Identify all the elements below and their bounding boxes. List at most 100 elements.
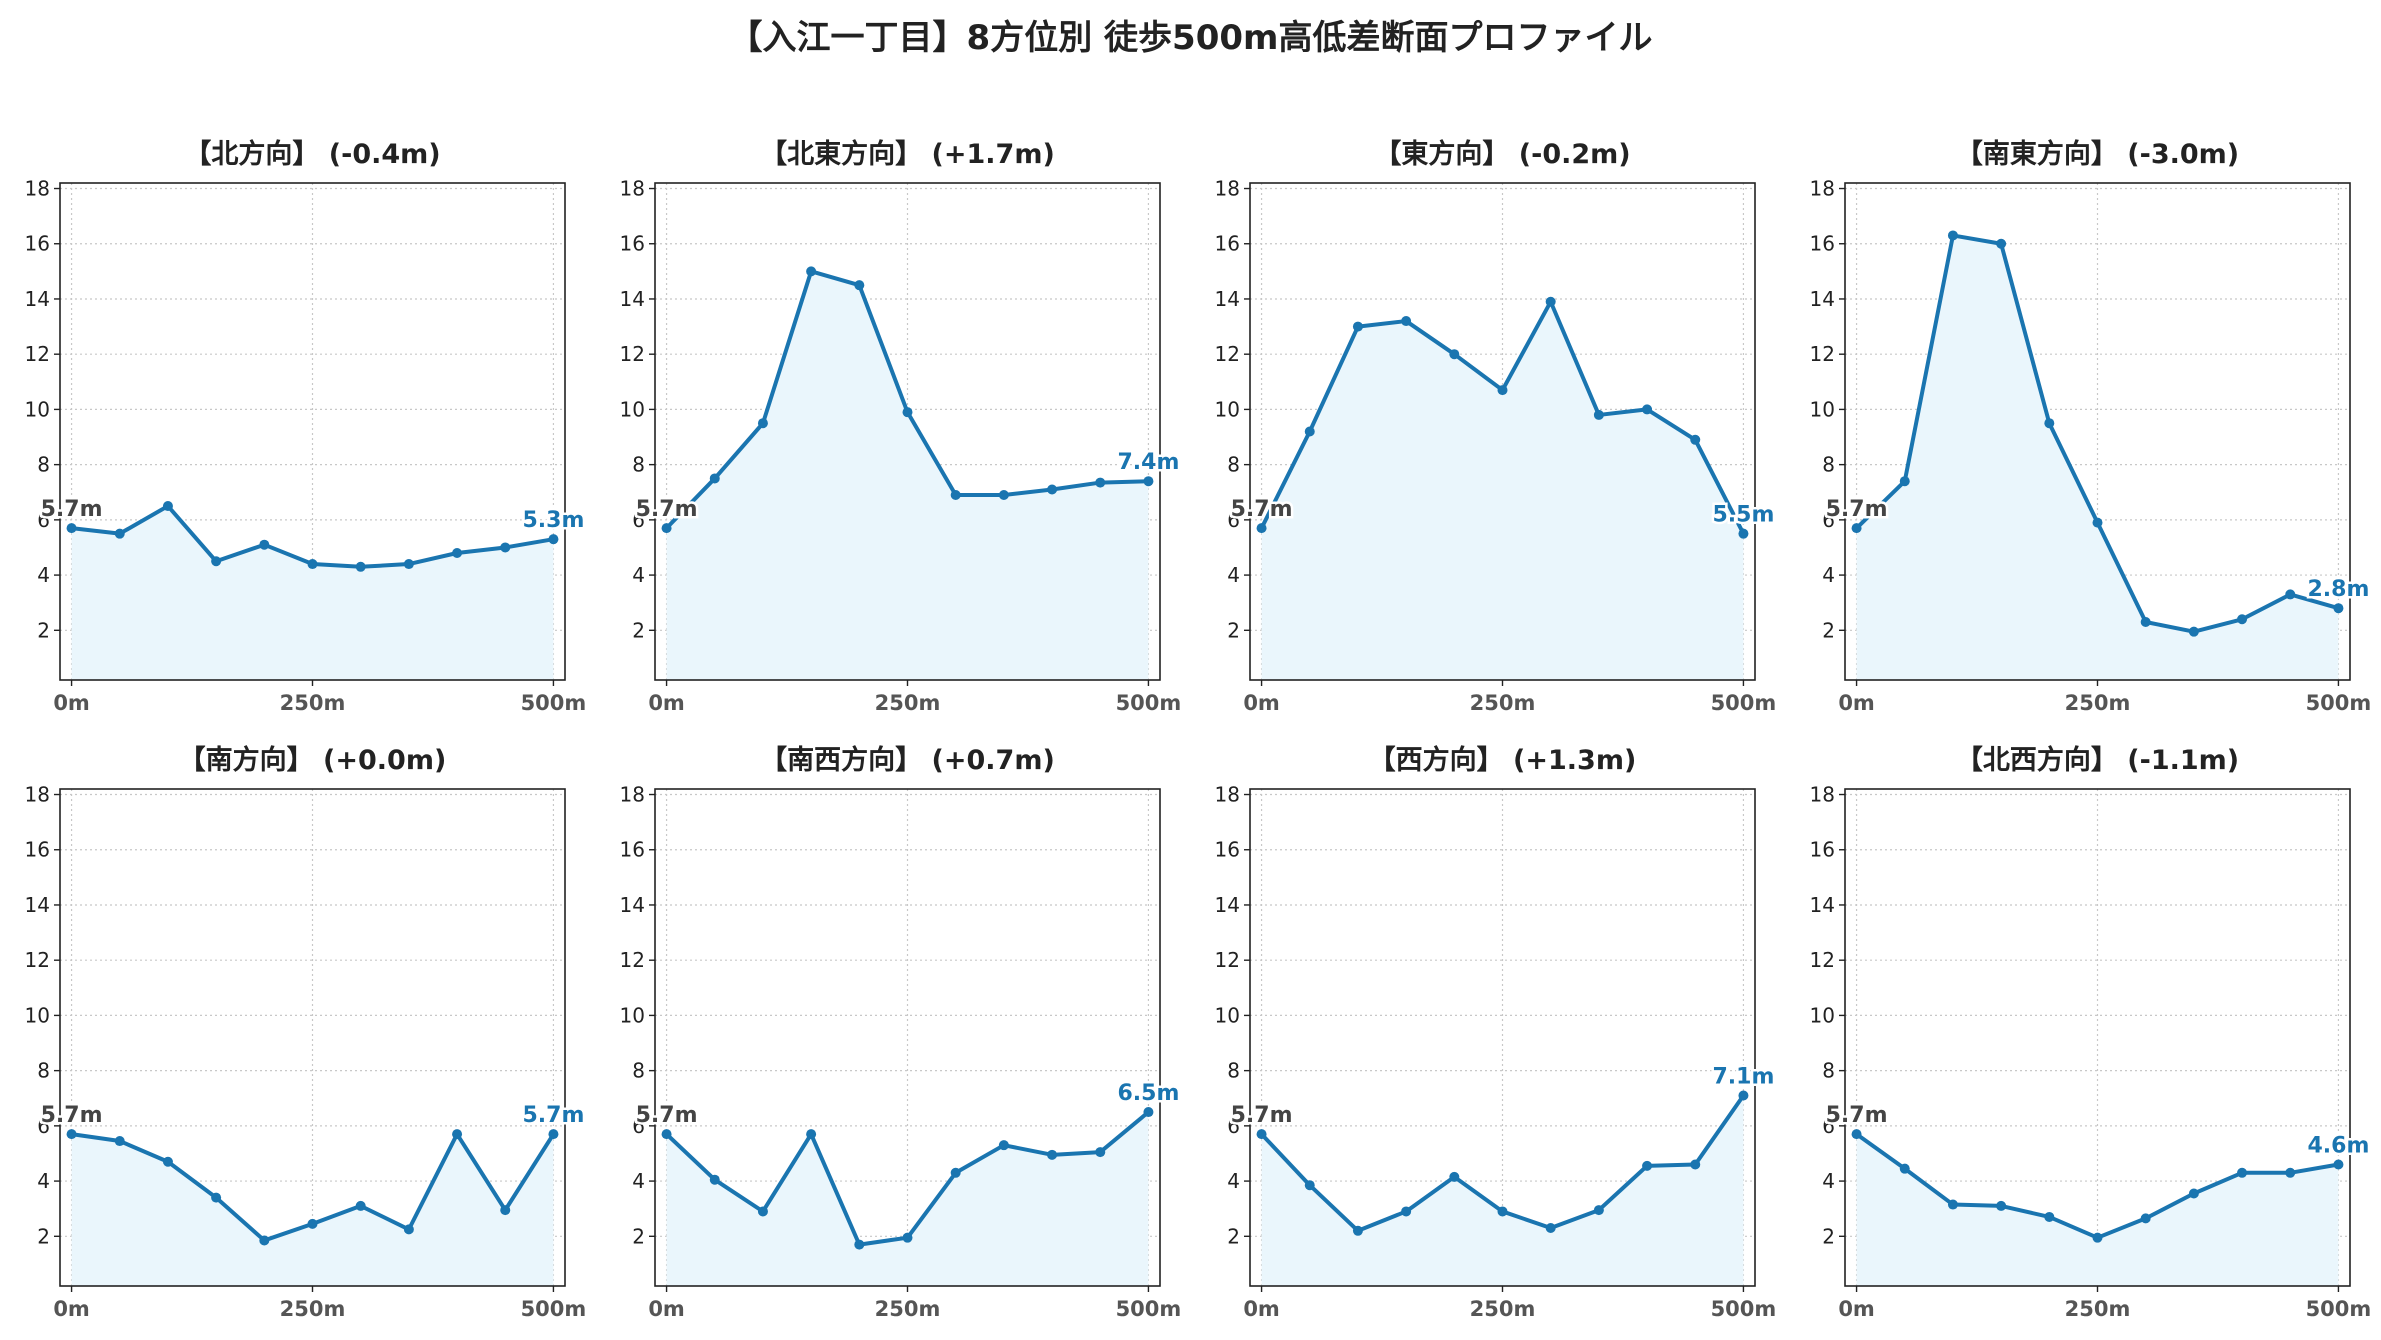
data-point	[1899, 476, 1910, 487]
end-elevation-label: 7.1m	[1712, 1064, 1774, 1089]
data-point	[1738, 1090, 1749, 1101]
data-point	[1352, 1225, 1363, 1236]
data-point	[1401, 1206, 1412, 1217]
area-fill	[666, 1112, 1149, 1286]
area-fill	[1261, 301, 1744, 680]
data-point	[500, 542, 511, 553]
data-point	[2092, 1232, 2103, 1243]
profile-panel-4: 【南方向】 (+0.0m) 2 4 6 8 10 12 14 16 18 0m 250m 500m 5.7…	[25, 744, 587, 1321]
y-tick-label: 12	[620, 342, 645, 366]
y-tick-label: 18	[25, 177, 50, 201]
x-tick-label: 0m	[1243, 691, 1280, 715]
data-point	[259, 1235, 270, 1246]
y-tick-label: 2	[1822, 1224, 1835, 1248]
y-tick-label: 18	[1215, 177, 1240, 201]
y-tick-label: 2	[1227, 618, 1240, 642]
data-point	[114, 528, 125, 539]
y-tick-label: 8	[1227, 1059, 1240, 1083]
data-point	[1642, 1160, 1653, 1171]
y-tick-label: 6	[1822, 508, 1835, 532]
data-point	[66, 523, 77, 534]
end-elevation-label: 6.5m	[1117, 1081, 1179, 1106]
data-point	[1545, 1223, 1556, 1234]
x-tick-label: 0m	[648, 1297, 685, 1321]
data-point	[307, 1218, 318, 1229]
y-tick-label: 18	[25, 783, 50, 807]
data-point	[806, 1129, 817, 1140]
y-tick-label: 14	[620, 287, 645, 311]
y-tick-label: 12	[1215, 342, 1240, 366]
start-elevation-label: 5.7m	[636, 497, 698, 522]
y-tick-label: 4	[632, 1169, 645, 1193]
y-tick-label: 2	[37, 618, 50, 642]
y-tick-label: 12	[1215, 948, 1240, 972]
y-tick-label: 2	[1227, 1224, 1240, 1248]
y-tick-label: 6	[1227, 1114, 1240, 1138]
x-tick-label: 250m	[875, 1297, 941, 1321]
start-elevation-label: 5.7m	[41, 497, 103, 522]
y-tick-label: 16	[25, 232, 50, 256]
start-elevation-label: 5.7m	[1231, 497, 1293, 522]
x-tick-label: 500m	[521, 1297, 587, 1321]
data-point	[403, 559, 414, 570]
data-point	[709, 1174, 720, 1185]
data-point	[1095, 1147, 1106, 1158]
end-elevation-label: 5.3m	[522, 508, 584, 533]
data-point	[1851, 523, 1862, 534]
data-point	[452, 547, 463, 558]
data-point	[66, 1129, 77, 1140]
y-tick-label: 10	[1810, 1003, 1835, 1027]
x-tick-label: 250m	[875, 691, 941, 715]
y-tick-label: 14	[1215, 287, 1240, 311]
data-point	[1449, 349, 1460, 360]
x-tick-label: 0m	[53, 1297, 90, 1321]
panel-title: 【南西方向】 (+0.7m)	[760, 744, 1055, 776]
y-tick-label: 14	[1215, 893, 1240, 917]
y-tick-label: 14	[620, 893, 645, 917]
data-point	[2044, 418, 2055, 429]
data-point	[2044, 1211, 2055, 1222]
data-point	[1947, 230, 1958, 241]
page-title: 【入江一丁目】8方位別 徒歩500m高低差断面プロファイル	[728, 18, 1653, 58]
data-point	[661, 1129, 672, 1140]
x-tick-label: 250m	[2065, 691, 2131, 715]
area-fill	[666, 271, 1149, 680]
data-point	[452, 1129, 463, 1140]
y-tick-label: 6	[37, 1114, 50, 1138]
data-point	[1304, 1180, 1315, 1191]
x-tick-label: 500m	[2306, 691, 2372, 715]
y-tick-label: 4	[1822, 1169, 1835, 1193]
profile-panel-3: 【南東方向】 (-3.0m) 2 4 6 8 10 12 14 16 18 0m 250m 500m 5.…	[1810, 138, 2372, 715]
data-point	[403, 1224, 414, 1235]
x-tick-label: 250m	[280, 691, 346, 715]
end-elevation-label: 5.7m	[522, 1103, 584, 1128]
data-point	[1304, 426, 1315, 437]
y-tick-label: 6	[37, 508, 50, 532]
y-tick-label: 10	[620, 397, 645, 421]
y-tick-label: 10	[1215, 397, 1240, 421]
y-tick-label: 14	[25, 893, 50, 917]
data-point	[1996, 238, 2007, 249]
end-elevation-label: 2.8m	[2307, 577, 2369, 602]
y-tick-label: 8	[632, 1059, 645, 1083]
data-point	[1851, 1129, 1862, 1140]
data-point	[709, 473, 720, 484]
profile-panel-1: 【北東方向】 (+1.7m) 2 4 6 8 10 12 14 16 18 0m 250m 500m 5.…	[620, 138, 1182, 715]
profile-panel-6: 【西方向】 (+1.3m) 2 4 6 8 10 12 14 16 18 0m 250m 500m 5.7…	[1215, 744, 1777, 1321]
data-point	[259, 539, 270, 550]
data-point	[1545, 296, 1556, 307]
panel-title: 【南東方向】 (-3.0m)	[1956, 138, 2239, 170]
y-tick-label: 4	[1822, 563, 1835, 587]
data-point	[998, 1140, 1009, 1151]
y-tick-label: 18	[1810, 177, 1835, 201]
data-point	[2237, 614, 2248, 625]
data-point	[114, 1136, 125, 1147]
data-point	[2333, 1159, 2344, 1170]
y-tick-label: 4	[1227, 1169, 1240, 1193]
x-tick-label: 500m	[521, 691, 587, 715]
y-tick-label: 10	[1810, 397, 1835, 421]
panel-title: 【北方向】 (-0.4m)	[184, 138, 440, 170]
data-point	[1449, 1171, 1460, 1182]
data-point	[950, 1167, 961, 1178]
panel-title: 【北東方向】 (+1.7m)	[760, 138, 1055, 170]
